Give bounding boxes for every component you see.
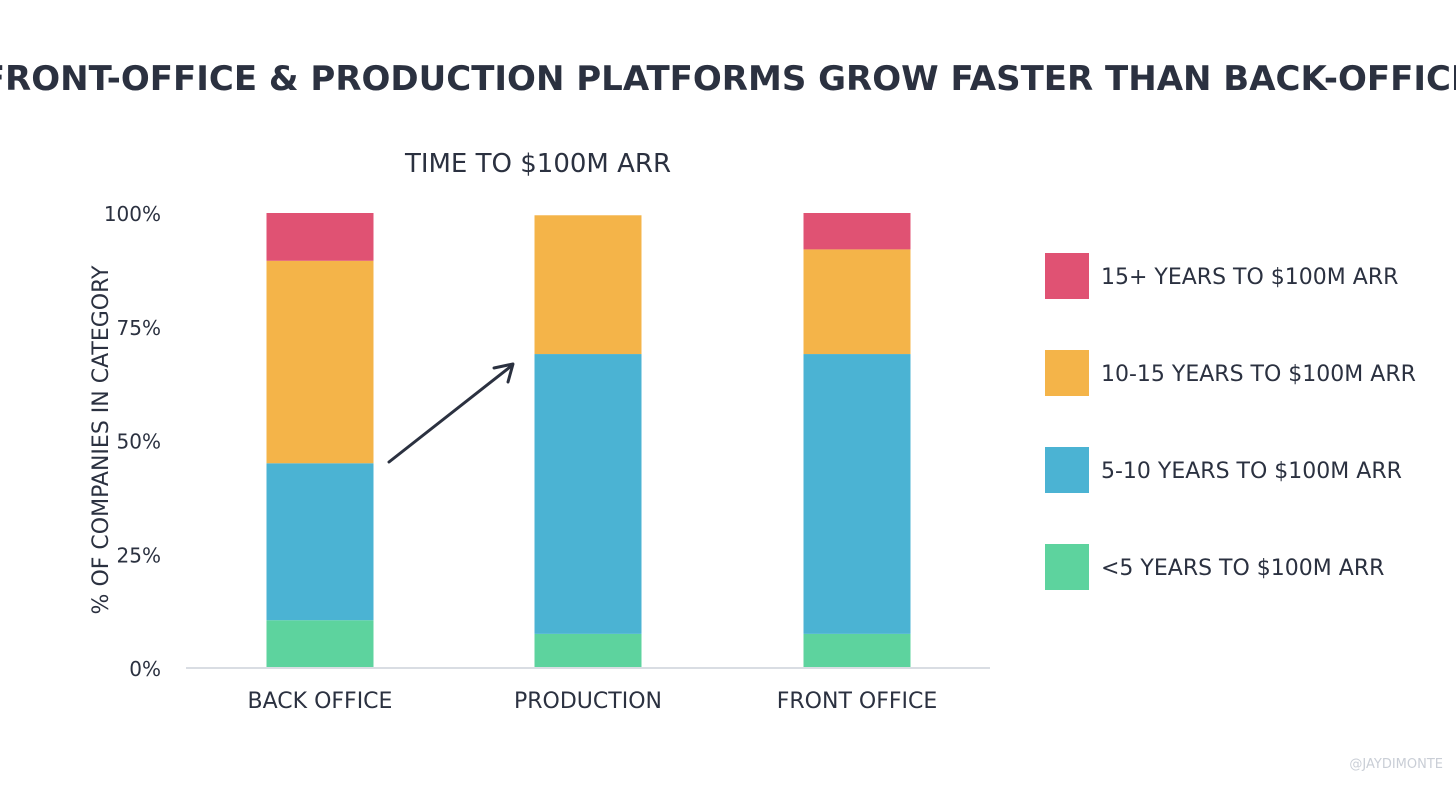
x-tick-label: FRONT OFFICE bbox=[777, 689, 938, 714]
y-axis-ticks: 0% 25% 50% 75% 100% bbox=[104, 202, 161, 681]
bars-group bbox=[266, 213, 911, 668]
bar-segment bbox=[803, 249, 911, 355]
y-tick-label: 100% bbox=[104, 202, 161, 226]
y-tick-label: 0% bbox=[129, 657, 161, 681]
watermark: @JAYDIMONTE bbox=[1349, 757, 1443, 772]
y-tick-label: 25% bbox=[117, 543, 161, 567]
bar-segment bbox=[534, 633, 642, 668]
y-tick-label: 75% bbox=[117, 316, 161, 340]
bar-segment bbox=[803, 354, 911, 634]
legend-swatch bbox=[1045, 350, 1089, 396]
chart-subtitle: TIME TO $100M ARR bbox=[404, 149, 671, 179]
annotation-arrow bbox=[387, 362, 515, 464]
y-tick-label: 50% bbox=[117, 430, 161, 454]
x-tick-label: PRODUCTION bbox=[514, 689, 662, 714]
legend-label: 5-10 YEARS TO $100M ARR bbox=[1101, 459, 1402, 484]
bar-segment bbox=[803, 213, 911, 250]
legend-swatch bbox=[1045, 447, 1089, 493]
legend-swatch bbox=[1045, 253, 1089, 299]
chart-title: FRONT-OFFICE & PRODUCTION PLATFORMS GROW… bbox=[0, 59, 1456, 99]
y-axis-label: % OF COMPANIES IN CATEGORY bbox=[89, 265, 114, 614]
x-tick-label: BACK OFFICE bbox=[248, 689, 393, 714]
legend-label: 15+ YEARS TO $100M ARR bbox=[1101, 265, 1398, 290]
bar-segment bbox=[266, 620, 374, 668]
bar-segment bbox=[534, 215, 642, 355]
bar-segment bbox=[266, 260, 374, 464]
bar-segment bbox=[266, 213, 374, 261]
bar-segment bbox=[534, 354, 642, 634]
bar-segment bbox=[803, 633, 911, 668]
bar-segment bbox=[266, 463, 374, 621]
legend-label: <5 YEARS TO $100M ARR bbox=[1101, 556, 1384, 581]
x-axis-ticks: BACK OFFICE PRODUCTION FRONT OFFICE bbox=[248, 689, 938, 714]
legend: 15+ YEARS TO $100M ARR 10-15 YEARS TO $10… bbox=[1045, 253, 1416, 590]
legend-swatch bbox=[1045, 544, 1089, 590]
legend-label: 10-15 YEARS TO $100M ARR bbox=[1101, 362, 1416, 387]
